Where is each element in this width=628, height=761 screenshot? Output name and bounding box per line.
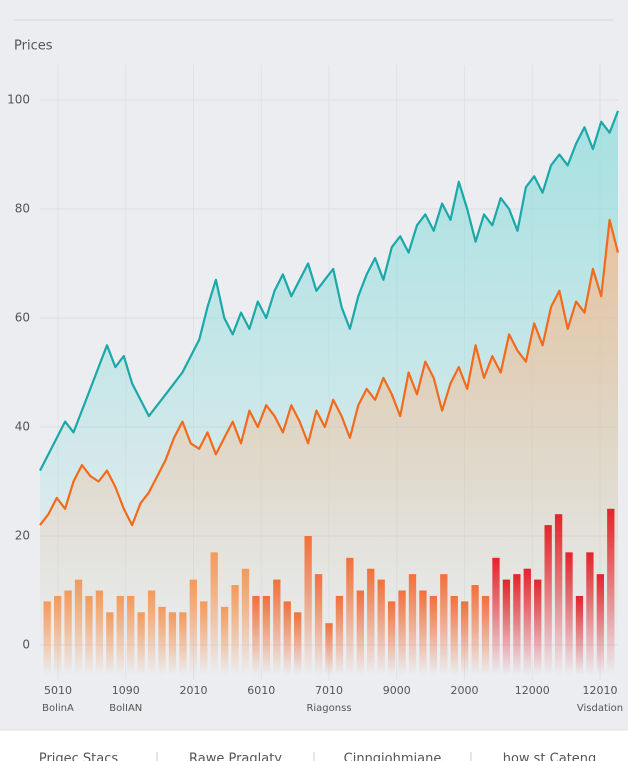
bar — [325, 623, 333, 675]
bar — [168, 612, 177, 675]
bar — [304, 536, 312, 675]
bar — [523, 568, 531, 675]
x-sub-label: BolIAN — [109, 703, 142, 714]
y-tick-label: 20 — [15, 529, 30, 543]
x-tick-label: 12010 — [583, 684, 618, 697]
y-tick-label: 0 — [22, 638, 30, 652]
bar — [492, 557, 500, 675]
x-tick-label: 12000 — [515, 684, 550, 697]
y-tick-label: 60 — [15, 311, 30, 325]
bar — [252, 595, 260, 675]
bar — [565, 552, 573, 675]
bar — [544, 525, 552, 675]
bar — [461, 601, 469, 675]
bar — [85, 595, 93, 675]
bar — [356, 590, 364, 675]
bar — [607, 508, 615, 675]
bar — [200, 601, 208, 675]
bar — [429, 595, 438, 675]
y-tick-label: 100 — [7, 93, 30, 107]
bar — [54, 595, 62, 675]
bar — [95, 590, 104, 675]
bar — [440, 574, 448, 675]
bar — [43, 601, 51, 675]
series-line — [39, 218, 620, 527]
bar — [273, 579, 281, 675]
bar — [387, 601, 396, 675]
bar — [513, 574, 521, 675]
bar — [335, 595, 344, 675]
bar — [210, 552, 218, 675]
x-sub-label: Riagonss — [306, 703, 351, 714]
bar — [179, 612, 187, 675]
bar — [596, 574, 604, 675]
bar — [294, 612, 302, 675]
x-tick-label: 5010 — [44, 684, 72, 697]
bar — [314, 574, 323, 675]
bar — [471, 585, 479, 675]
bar — [231, 585, 239, 675]
bar — [262, 595, 271, 675]
x-tick-label: 2010 — [180, 684, 208, 697]
tab[interactable]: Cinngiohmiane — [344, 752, 442, 761]
bar — [241, 568, 250, 675]
bar — [346, 557, 354, 675]
bar — [220, 606, 229, 675]
y-tick-label: 80 — [15, 202, 30, 216]
tab[interactable]: Rawe Praglaty — [189, 752, 282, 761]
bar — [74, 579, 83, 675]
bar — [398, 590, 406, 675]
bar — [554, 514, 563, 675]
bar — [283, 601, 291, 675]
y-axis-label: Prices — [14, 39, 53, 54]
bar — [116, 595, 124, 675]
bar — [189, 579, 197, 675]
bar — [502, 579, 511, 675]
bar — [127, 595, 135, 675]
x-sub-label: Visdation — [577, 703, 623, 714]
bar — [147, 590, 156, 675]
x-tick-label: 7010 — [315, 684, 343, 697]
bar — [481, 595, 490, 675]
bar — [586, 552, 594, 675]
bar — [575, 595, 584, 675]
series-line — [39, 110, 620, 472]
bar — [137, 612, 145, 675]
x-tick-label: 9000 — [383, 684, 411, 697]
x-tick-label: 2000 — [451, 684, 479, 697]
bar — [408, 574, 417, 675]
tab[interactable]: how st Cateng — [503, 752, 597, 761]
x-tick-label: 1090 — [112, 684, 140, 697]
bar — [377, 579, 385, 675]
bar — [534, 579, 542, 675]
bar — [367, 568, 375, 675]
bar — [419, 590, 427, 675]
x-sub-label: BolinA — [42, 703, 74, 714]
bar — [106, 612, 114, 675]
y-tick-label: 40 — [15, 420, 30, 434]
x-tick-label: 6010 — [247, 684, 275, 697]
series-area — [40, 219, 618, 645]
bar — [450, 595, 458, 675]
tab[interactable]: Prigec Stacs — [39, 752, 119, 761]
bar — [64, 590, 72, 675]
bar — [158, 606, 166, 675]
